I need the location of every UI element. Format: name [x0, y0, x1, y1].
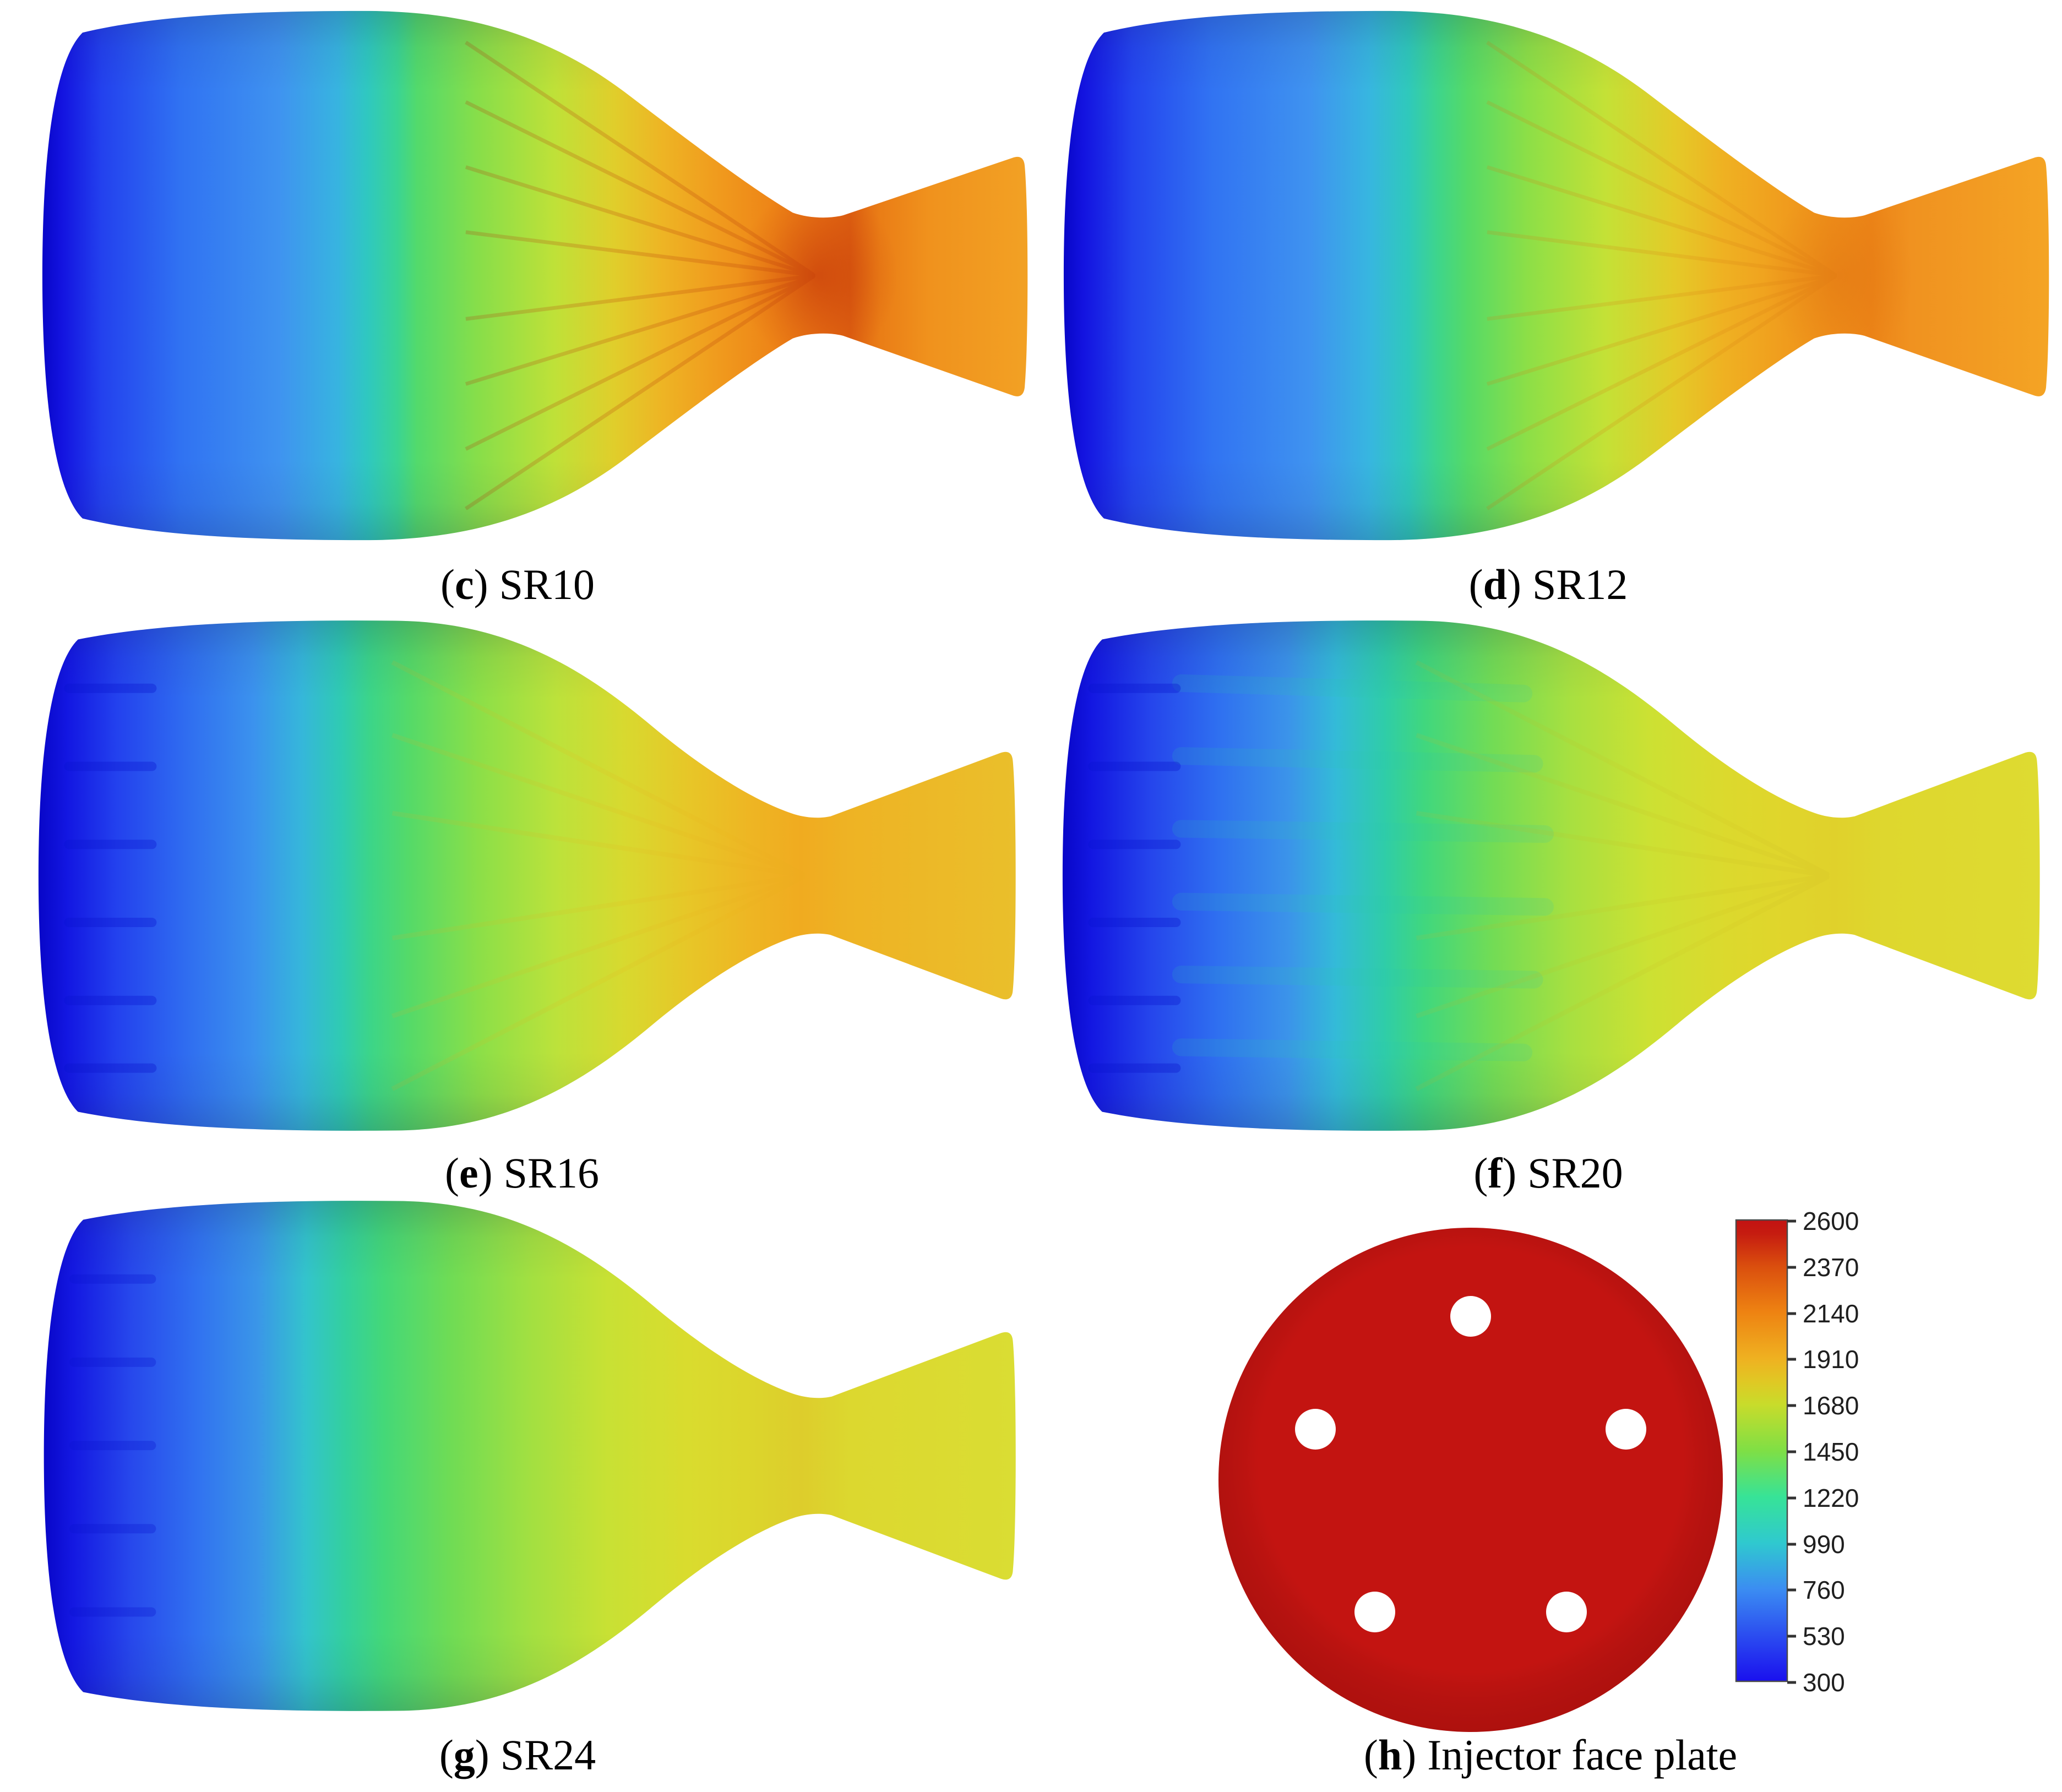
- cylinder-shading: [43, 1201, 1016, 1711]
- caption-paren: ): [478, 1149, 493, 1197]
- caption-letter: h: [1378, 1731, 1402, 1779]
- cylinder-shading: [1062, 620, 2040, 1131]
- tick-label: 300: [1803, 1668, 1845, 1697]
- contour-panel-sr20: [1062, 620, 2040, 1131]
- caption-paren: ): [1506, 560, 1521, 608]
- caption-paren: (: [445, 1149, 459, 1197]
- tick-label: 760: [1803, 1576, 1845, 1604]
- caption-paren: ): [474, 560, 488, 608]
- caption-name: SR24: [500, 1731, 596, 1779]
- colorbar-gradient-bar: [1735, 1219, 1788, 1682]
- caption-paren: ): [475, 1731, 489, 1779]
- cylinder-shading: [42, 10, 1028, 541]
- colorbar-tick-labels: 2600 2370 2140 1910 1680 1450 1220 990 7…: [1803, 1211, 1859, 1697]
- caption-letter: e: [459, 1149, 478, 1197]
- colorbar-ticks: [1787, 1219, 1796, 1684]
- caption-name: SR16: [503, 1149, 599, 1197]
- caption-name: SR20: [1527, 1149, 1623, 1197]
- tick-label: 2370: [1803, 1253, 1859, 1282]
- tick-label: 1680: [1803, 1391, 1859, 1420]
- injector-hole: [1450, 1296, 1491, 1337]
- panel-caption-h: (h) Injector face plate: [1364, 1733, 1737, 1777]
- caption-paren: (: [439, 1731, 454, 1779]
- panel-caption-g: (g) SR24: [439, 1733, 596, 1777]
- caption-letter: g: [453, 1731, 475, 1779]
- tick-label: 1220: [1803, 1484, 1859, 1512]
- caption-letter: d: [1483, 560, 1507, 608]
- caption-name: SR12: [1532, 560, 1628, 608]
- panel-caption-f: (f) SR20: [1473, 1151, 1623, 1195]
- injector-plate-rim-shading: [1218, 1228, 1723, 1732]
- contour-panel-sr10: [42, 10, 1028, 541]
- contour-panel-sr24: [43, 1201, 1016, 1711]
- panel-caption-e: (e) SR16: [445, 1151, 599, 1195]
- injector-hole: [1606, 1409, 1646, 1450]
- cylinder-shading: [1063, 10, 2049, 541]
- panel-caption-d: (d) SR12: [1469, 563, 1628, 607]
- injector-face-plate-panel: [1218, 1228, 1723, 1732]
- caption-name: SR10: [499, 560, 595, 608]
- caption-paren: (: [1363, 1731, 1378, 1779]
- temperature-colorbar: 2600 2370 2140 1910 1680 1450 1220 990 7…: [1735, 1211, 1859, 1697]
- tick-label: 990: [1803, 1530, 1845, 1559]
- caption-paren: (: [440, 560, 455, 608]
- caption-paren: ): [1502, 1149, 1517, 1197]
- tick-label: 530: [1803, 1622, 1845, 1651]
- caption-letter: c: [454, 560, 474, 608]
- tick-label: 2140: [1803, 1299, 1859, 1328]
- caption-paren: ): [1402, 1731, 1417, 1779]
- caption-paren: (: [1468, 560, 1483, 608]
- contour-panel-sr16: [38, 620, 1016, 1131]
- caption-paren: (: [1473, 1149, 1488, 1197]
- injector-hole: [1354, 1592, 1395, 1632]
- contour-panel-sr12: [1063, 10, 2049, 541]
- caption-name: Injector face plate: [1427, 1731, 1738, 1779]
- tick-label: 1910: [1803, 1345, 1859, 1374]
- tick-label: 2600: [1803, 1211, 1859, 1235]
- caption-letter: f: [1488, 1149, 1503, 1197]
- tick-label: 1450: [1803, 1437, 1859, 1466]
- injector-hole: [1295, 1409, 1336, 1450]
- injector-hole: [1546, 1592, 1587, 1632]
- panel-caption-c: (c) SR10: [440, 563, 595, 607]
- cylinder-shading: [38, 620, 1016, 1131]
